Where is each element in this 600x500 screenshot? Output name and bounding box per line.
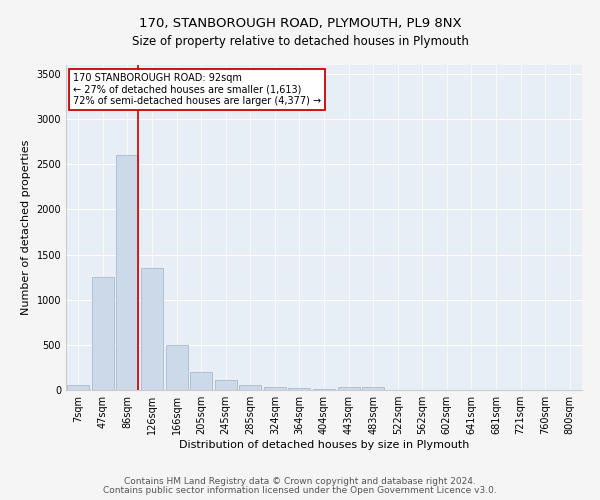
Text: Contains public sector information licensed under the Open Government Licence v3: Contains public sector information licen… <box>103 486 497 495</box>
Bar <box>313 389 335 390</box>
Bar <box>67 386 89 390</box>
Text: Size of property relative to detached houses in Plymouth: Size of property relative to detached ho… <box>131 35 469 48</box>
Bar <box>264 387 286 390</box>
Text: Contains HM Land Registry data © Crown copyright and database right 2024.: Contains HM Land Registry data © Crown c… <box>124 477 476 486</box>
Bar <box>166 345 188 390</box>
Bar <box>141 268 163 390</box>
Bar <box>215 380 237 390</box>
Text: 170, STANBOROUGH ROAD, PLYMOUTH, PL9 8NX: 170, STANBOROUGH ROAD, PLYMOUTH, PL9 8NX <box>139 18 461 30</box>
Bar <box>190 372 212 390</box>
X-axis label: Distribution of detached houses by size in Plymouth: Distribution of detached houses by size … <box>179 440 469 450</box>
Bar <box>362 388 384 390</box>
Bar <box>338 388 359 390</box>
Text: 170 STANBOROUGH ROAD: 92sqm
← 27% of detached houses are smaller (1,613)
72% of : 170 STANBOROUGH ROAD: 92sqm ← 27% of det… <box>73 73 321 106</box>
Bar <box>239 386 262 390</box>
Bar <box>92 277 114 390</box>
Y-axis label: Number of detached properties: Number of detached properties <box>21 140 31 315</box>
Bar <box>289 388 310 390</box>
Bar <box>116 156 139 390</box>
